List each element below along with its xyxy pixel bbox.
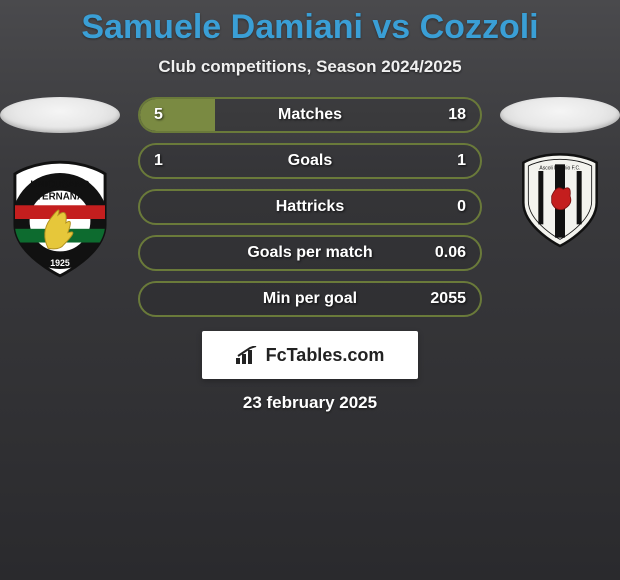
- stat-label: Matches: [278, 106, 342, 124]
- stat-right-value: 2055: [430, 290, 466, 308]
- right-player-column: Ascoli Picchio F.C.: [500, 97, 620, 251]
- left-crest-text-mid: TERNANA: [36, 191, 84, 202]
- stat-fill-left: [140, 99, 215, 131]
- footer-date: 23 february 2025: [0, 393, 620, 413]
- stat-row: Min per goal 2055: [138, 281, 482, 317]
- page-title: Samuele Damiani vs Cozzoli: [0, 0, 620, 47]
- stat-row: 1 Goals 1: [138, 143, 482, 179]
- stat-label: Goals per match: [247, 244, 372, 262]
- comparison-main: UNICUSANO TERNANA 1925 5 Matches 18 1 Go…: [0, 77, 620, 327]
- left-crest-year: 1925: [50, 258, 70, 268]
- stat-left-value: 5: [154, 106, 163, 124]
- stat-left-value: 1: [154, 152, 163, 170]
- bar-chart-icon: [236, 346, 258, 364]
- left-player-column: UNICUSANO TERNANA 1925: [0, 97, 120, 279]
- stat-right-value: 0.06: [435, 244, 466, 262]
- left-crest-text-top: UNICUSANO: [30, 180, 90, 191]
- stat-row: Goals per match 0.06: [138, 235, 482, 271]
- stat-label: Hattricks: [276, 198, 344, 216]
- left-team-crest: UNICUSANO TERNANA 1925: [11, 159, 109, 279]
- stat-label: Goals: [288, 152, 332, 170]
- page-subtitle: Club competitions, Season 2024/2025: [0, 57, 620, 77]
- stats-table: 5 Matches 18 1 Goals 1 Hattricks 0 Goals…: [120, 97, 500, 327]
- stat-row: 5 Matches 18: [138, 97, 482, 133]
- right-crest-text: Ascoli Picchio F.C.: [539, 165, 580, 171]
- stat-right-value: 0: [457, 198, 466, 216]
- stat-right-value: 1: [457, 152, 466, 170]
- left-player-avatar-placeholder: [0, 97, 120, 133]
- right-player-avatar-placeholder: [500, 97, 620, 133]
- stat-label: Min per goal: [263, 290, 357, 308]
- stat-row: Hattricks 0: [138, 189, 482, 225]
- stat-right-value: 18: [448, 106, 466, 124]
- brand-badge[interactable]: FcTables.com: [202, 331, 418, 379]
- right-team-crest: Ascoli Picchio F.C.: [511, 151, 609, 251]
- brand-text: FcTables.com: [266, 345, 385, 366]
